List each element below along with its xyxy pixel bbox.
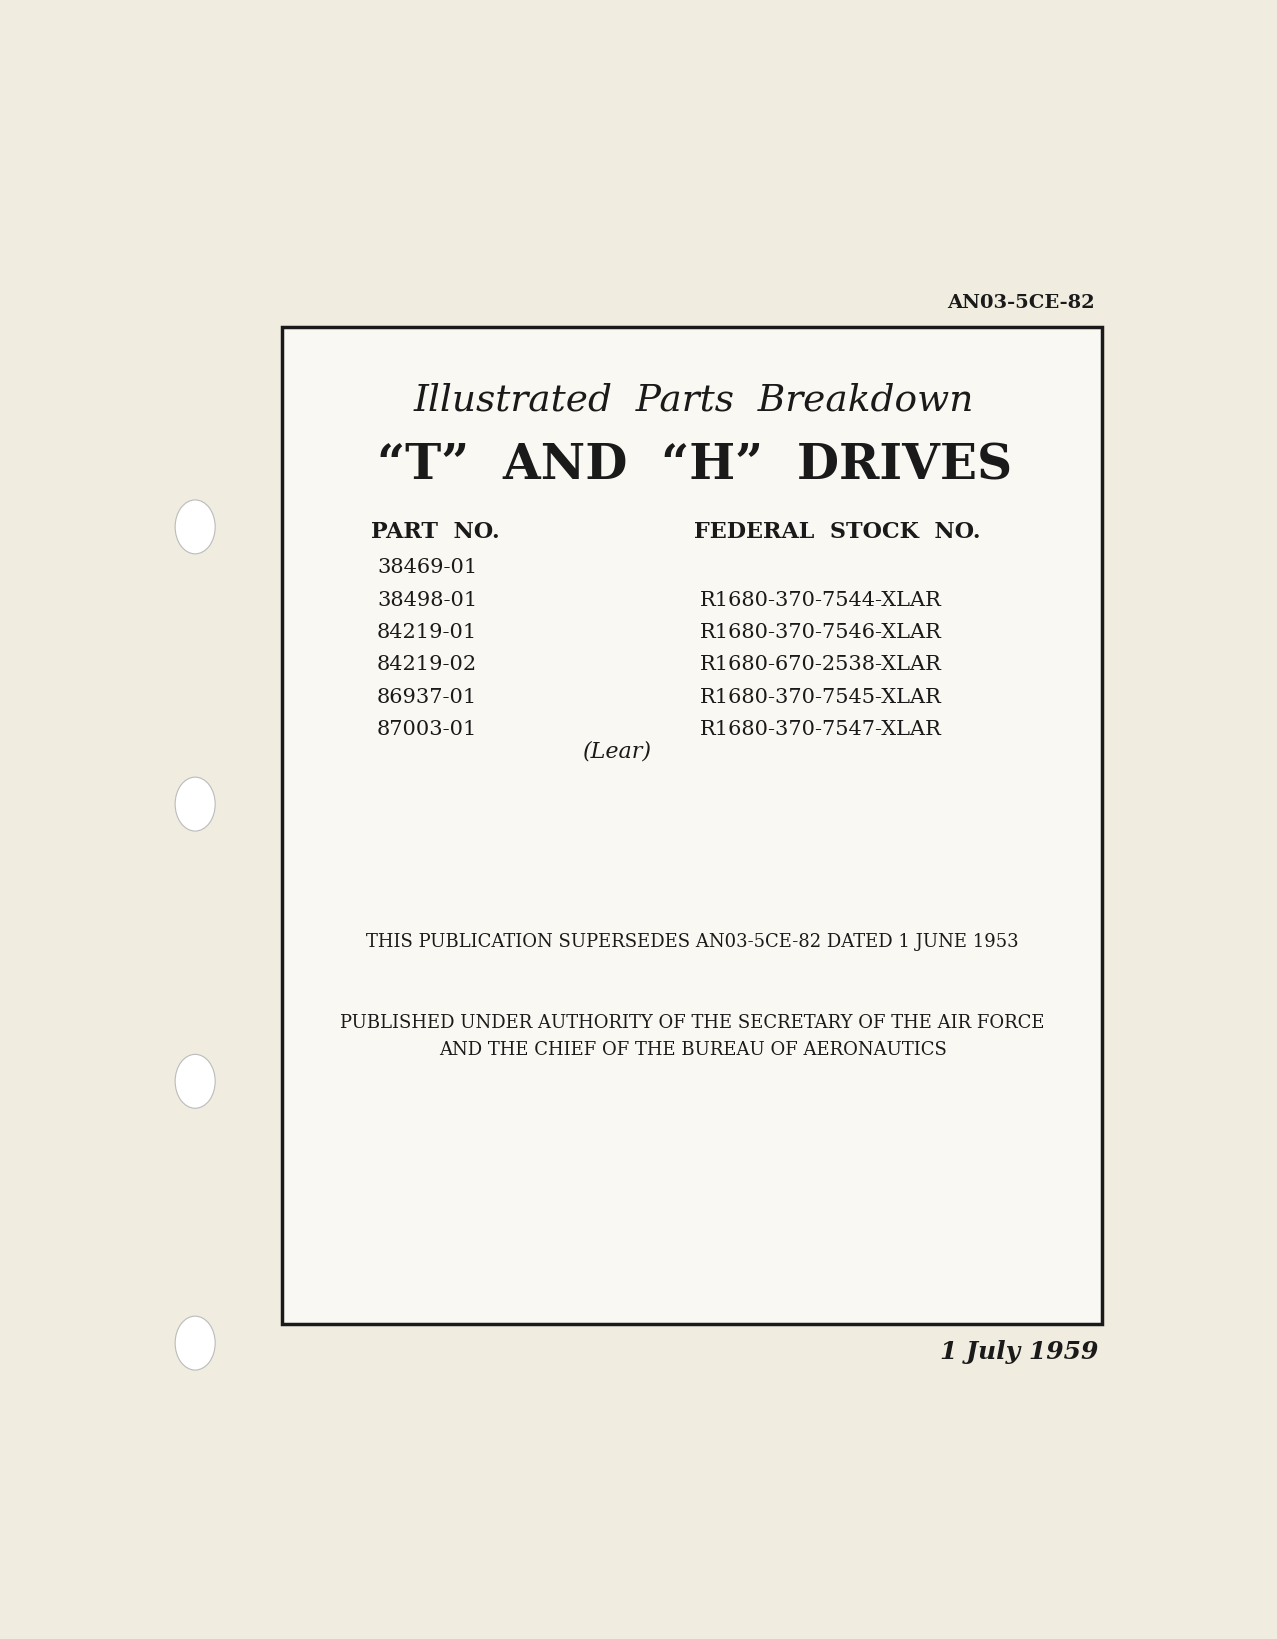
Text: 38469-01: 38469-01 (377, 559, 478, 577)
Text: 1 July 1959: 1 July 1959 (940, 1339, 1098, 1364)
Text: R1680-670-2538-XLAR: R1680-670-2538-XLAR (700, 656, 942, 674)
Text: R1680-370-7547-XLAR: R1680-370-7547-XLAR (700, 720, 942, 739)
Text: R1680-370-7545-XLAR: R1680-370-7545-XLAR (700, 687, 942, 706)
Text: “T”  AND  “H”  DRIVES: “T” AND “H” DRIVES (377, 443, 1011, 490)
Text: 86937-01: 86937-01 (377, 687, 478, 706)
Text: 38498-01: 38498-01 (377, 590, 478, 610)
Text: AND THE CHIEF OF THE BUREAU OF AERONAUTICS: AND THE CHIEF OF THE BUREAU OF AERONAUTI… (438, 1041, 946, 1059)
Text: PART  NO.: PART NO. (370, 521, 499, 543)
Text: THIS PUBLICATION SUPERSEDES AN03-5CE-82 DATED 1 JUNE 1953: THIS PUBLICATION SUPERSEDES AN03-5CE-82 … (366, 933, 1019, 951)
Text: Illustrated  Parts  Breakdown: Illustrated Parts Breakdown (414, 382, 974, 418)
Ellipse shape (175, 500, 216, 554)
Ellipse shape (175, 1056, 216, 1108)
Text: 84219-02: 84219-02 (377, 656, 478, 674)
Ellipse shape (175, 1316, 216, 1370)
Ellipse shape (175, 777, 216, 831)
Text: R1680-370-7546-XLAR: R1680-370-7546-XLAR (700, 623, 942, 642)
Text: 84219-01: 84219-01 (377, 623, 478, 642)
Text: R1680-370-7544-XLAR: R1680-370-7544-XLAR (700, 590, 942, 610)
Text: (Lear): (Lear) (582, 739, 651, 762)
Text: PUBLISHED UNDER AUTHORITY OF THE SECRETARY OF THE AIR FORCE: PUBLISHED UNDER AUTHORITY OF THE SECRETA… (341, 1013, 1045, 1031)
Text: 87003-01: 87003-01 (377, 720, 478, 739)
Bar (282, 328, 1102, 1324)
Text: AN03-5CE-82: AN03-5CE-82 (946, 293, 1094, 311)
Text: FEDERAL  STOCK  NO.: FEDERAL STOCK NO. (695, 521, 981, 543)
